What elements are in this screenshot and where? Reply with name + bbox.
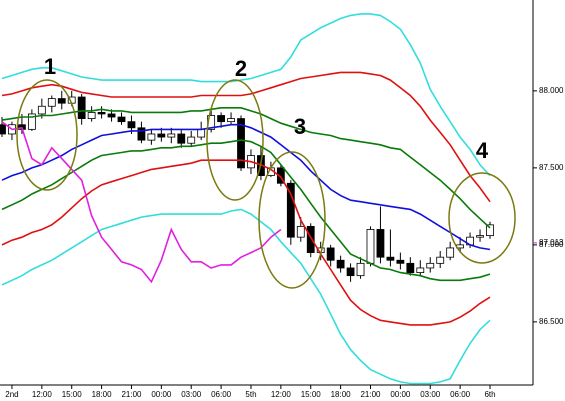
x-tick-label: 2nd <box>5 390 18 399</box>
candle-body <box>77 96 86 119</box>
candle-body <box>286 182 295 238</box>
indicator-line <box>1 159 491 326</box>
candle-body <box>217 115 226 123</box>
candle-body <box>87 112 96 119</box>
annotation: 3 <box>294 114 306 139</box>
candle-body <box>37 105 46 115</box>
indicator-line <box>1 123 491 251</box>
candle-body <box>356 262 365 277</box>
indicator-line <box>1 139 491 282</box>
x-tick-label: 15:00 <box>62 390 83 399</box>
candle-body <box>197 128 206 138</box>
x-tick-label: 21:00 <box>121 390 142 399</box>
candle-body <box>376 229 385 258</box>
candle-body <box>127 121 136 129</box>
indicator-line <box>1 208 491 385</box>
x-tick-label: 12:00 <box>32 390 53 399</box>
x-tick-label: 06:00 <box>211 390 232 399</box>
candle-body <box>157 133 166 138</box>
candle-body <box>47 98 56 107</box>
candle-body <box>366 229 375 264</box>
candle-body <box>436 256 445 264</box>
x-tick-label: 15:00 <box>301 390 322 399</box>
x-tick-label: 5th <box>245 390 256 399</box>
candle-body <box>57 98 66 104</box>
candle-body <box>167 133 176 138</box>
indicator-line <box>1 71 491 203</box>
x-tick-label: 03:00 <box>420 390 441 399</box>
ellipse <box>448 172 516 264</box>
indicator-line <box>1 13 491 177</box>
last-price-label: 87.013 <box>539 238 564 247</box>
indicator-line <box>1 107 491 229</box>
candle-body <box>97 112 106 115</box>
x-tick-label: 00:00 <box>151 390 172 399</box>
candle-body <box>187 136 196 144</box>
x-tick-label: 18:00 <box>92 390 113 399</box>
candle-body <box>446 247 455 258</box>
candle-body <box>426 262 435 269</box>
y-tick-label: 87.000 <box>539 240 564 249</box>
candle-body <box>416 267 425 273</box>
ellipse <box>258 151 326 289</box>
candle-body <box>0 124 6 135</box>
candle-body <box>177 133 186 144</box>
x-tick-label: 18:00 <box>331 390 352 399</box>
x-tick-label: 00:00 <box>390 390 411 399</box>
candle-body <box>107 113 116 118</box>
candle-body <box>336 259 345 269</box>
x-tick-label: 6th <box>484 390 495 399</box>
candle-body <box>237 118 245 169</box>
annotation: 4 <box>476 138 489 163</box>
ellipse <box>206 79 264 201</box>
candle-body <box>486 224 494 237</box>
candle-body <box>147 133 156 141</box>
candle-body <box>306 225 315 253</box>
candle-body <box>137 127 146 141</box>
candle-body <box>117 116 126 123</box>
candle-body <box>396 259 405 264</box>
candle-body <box>227 118 235 123</box>
indicator-line <box>1 121 282 284</box>
y-tick-label: 87.500 <box>539 163 564 172</box>
x-tick-label: 12:00 <box>271 390 292 399</box>
annotation-ellipses <box>16 79 516 289</box>
y-tick-label: 86.500 <box>539 317 564 326</box>
annotation: 2 <box>235 56 247 81</box>
ellipse <box>16 79 78 191</box>
candle-body <box>27 113 36 130</box>
x-tick-label: 21:00 <box>360 390 381 399</box>
y-tick-label: 88.000 <box>539 86 564 95</box>
candle-body <box>296 225 305 238</box>
x-tick-label: 03:00 <box>181 390 202 399</box>
x-tick-label: 06:00 <box>450 390 471 399</box>
candle-body <box>386 256 395 261</box>
candle-body <box>406 262 415 273</box>
candle-body <box>276 167 285 184</box>
candle-body <box>476 235 484 238</box>
annotation: 1 <box>44 54 56 79</box>
candle-body <box>326 247 335 261</box>
candle-body <box>346 267 355 277</box>
